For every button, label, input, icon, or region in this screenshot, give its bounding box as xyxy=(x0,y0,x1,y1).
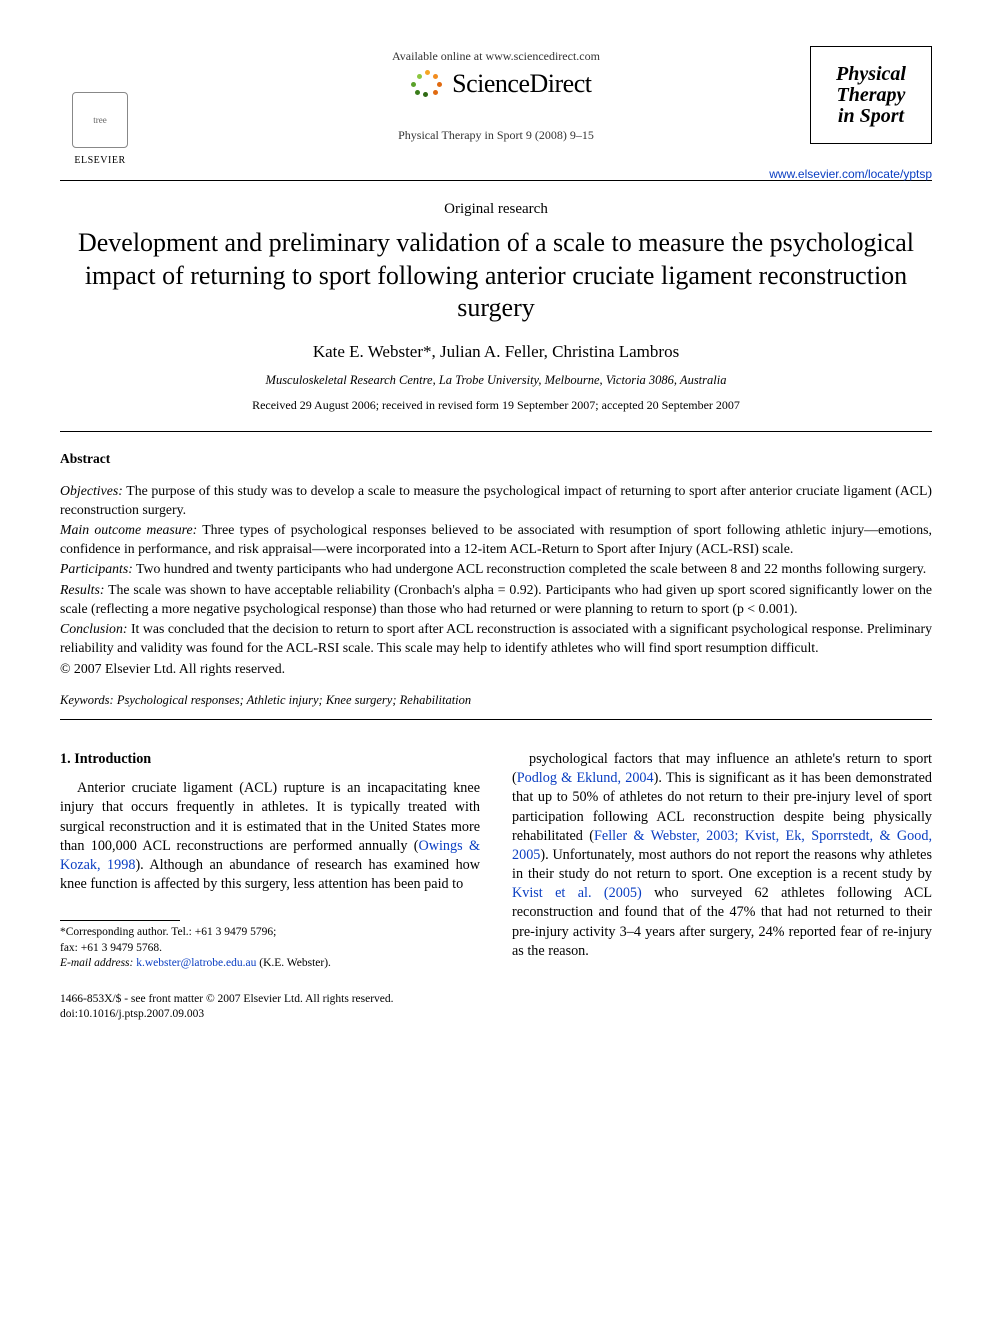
lead-label: Results: xyxy=(60,582,104,597)
doi-line: doi:10.1016/j.ptsp.2007.09.003 xyxy=(60,1007,480,1023)
page-footer: 1466-853X/$ - see front matter © 2007 El… xyxy=(60,992,480,1023)
abstract-conclusion: Conclusion: It was concluded that the de… xyxy=(60,620,932,657)
abstract-main-outcome: Main outcome measure: Three types of psy… xyxy=(60,521,932,558)
body-column-right: psychological factors that may influence… xyxy=(512,750,932,1023)
abstract-copyright: © 2007 Elsevier Ltd. All rights reserved… xyxy=(60,660,932,679)
citation-link[interactable]: Kvist et al. (2005) xyxy=(512,885,642,901)
email-trail: (K.E. Webster). xyxy=(256,957,331,969)
body-columns: 1. Introduction Anterior cruciate ligame… xyxy=(60,750,932,1023)
banner-center: Available online at www.sciencedirect.co… xyxy=(286,48,706,143)
available-online-text: Available online at www.sciencedirect.co… xyxy=(286,48,706,64)
abstract-results: Results: The scale was shown to have acc… xyxy=(60,581,932,618)
corr-fax: +61 3 9479 5768. xyxy=(81,942,162,954)
elsevier-logo: tree ELSEVIER xyxy=(60,92,140,170)
lead-label: Main outcome measure: xyxy=(60,522,197,537)
journal-cover-box: Physical Therapy in Sport xyxy=(810,46,932,144)
journal-box-line: in Sport xyxy=(838,105,904,127)
authors-line: Kate E. Webster*, Julian A. Feller, Chri… xyxy=(60,341,932,364)
elsevier-logo-text: ELSEVIER xyxy=(74,155,125,166)
front-matter-line: 1466-853X/$ - see front matter © 2007 El… xyxy=(60,992,480,1008)
corresponding-author-footnote: *Corresponding author. Tel.: +61 3 9479 … xyxy=(60,925,480,972)
corr-tel: +61 3 9479 5796; xyxy=(195,926,277,938)
article-history: Received 29 August 2006; received in rev… xyxy=(60,397,932,413)
sciencedirect-wordmark: ScienceDirect xyxy=(452,69,591,98)
abstract-objectives: Objectives: The purpose of this study wa… xyxy=(60,482,932,519)
body-text: ). Unfortunately, most authors do not re… xyxy=(512,847,932,882)
abstract-text: The purpose of this study was to develop… xyxy=(60,483,932,517)
affiliation: Musculoskeletal Research Centre, La Trob… xyxy=(60,372,932,389)
corr-label: *Corresponding author. Tel.: xyxy=(60,926,195,938)
body-paragraph: psychological factors that may influence… xyxy=(512,750,932,961)
fax-label: fax: xyxy=(60,942,81,954)
elsevier-tree-icon: tree xyxy=(72,92,128,148)
keywords-line: Keywords: Psychological responses; Athle… xyxy=(60,692,932,709)
body-paragraph: Anterior cruciate ligament (ACL) rupture… xyxy=(60,779,480,894)
keywords-label: Keywords: xyxy=(60,693,114,707)
email-label: E-mail address: xyxy=(60,957,133,969)
lead-label: Participants: xyxy=(60,561,133,576)
divider xyxy=(60,431,932,432)
journal-box-line: Therapy xyxy=(837,84,906,106)
abstract-participants: Participants: Two hundred and twenty par… xyxy=(60,560,932,579)
journal-box-line: Physical xyxy=(836,63,906,85)
abstract-body: Objectives: The purpose of this study wa… xyxy=(60,482,932,678)
citation-link[interactable]: Podlog & Eklund, 2004 xyxy=(517,770,654,786)
abstract-heading: Abstract xyxy=(60,450,932,468)
article-type: Original research xyxy=(60,199,932,219)
abstract-text: It was concluded that the decision to re… xyxy=(60,621,932,655)
body-text: Anterior cruciate ligament (ACL) rupture… xyxy=(60,780,480,854)
email-link[interactable]: k.webster@latrobe.edu.au xyxy=(133,957,256,969)
body-column-left: 1. Introduction Anterior cruciate ligame… xyxy=(60,750,480,1023)
footnote-rule xyxy=(60,920,180,921)
lead-label: Objectives: xyxy=(60,483,123,498)
sciencedirect-logo: ScienceDirect xyxy=(286,66,706,101)
journal-homepage-link[interactable]: www.elsevier.com/locate/yptsp xyxy=(769,166,932,182)
divider xyxy=(60,719,932,720)
section-heading: 1. Introduction xyxy=(60,750,480,769)
keywords-text: Psychological responses; Athletic injury… xyxy=(114,693,471,707)
abstract-text: Two hundred and twenty participants who … xyxy=(133,561,926,576)
sciencedirect-dots-icon xyxy=(401,70,443,96)
citation-line: Physical Therapy in Sport 9 (2008) 9–15 xyxy=(286,127,706,143)
lead-label: Conclusion: xyxy=(60,621,127,636)
article-title: Development and preliminary validation o… xyxy=(70,227,922,325)
abstract-text: The scale was shown to have acceptable r… xyxy=(60,582,932,616)
journal-banner: tree ELSEVIER Available online at www.sc… xyxy=(60,40,932,181)
